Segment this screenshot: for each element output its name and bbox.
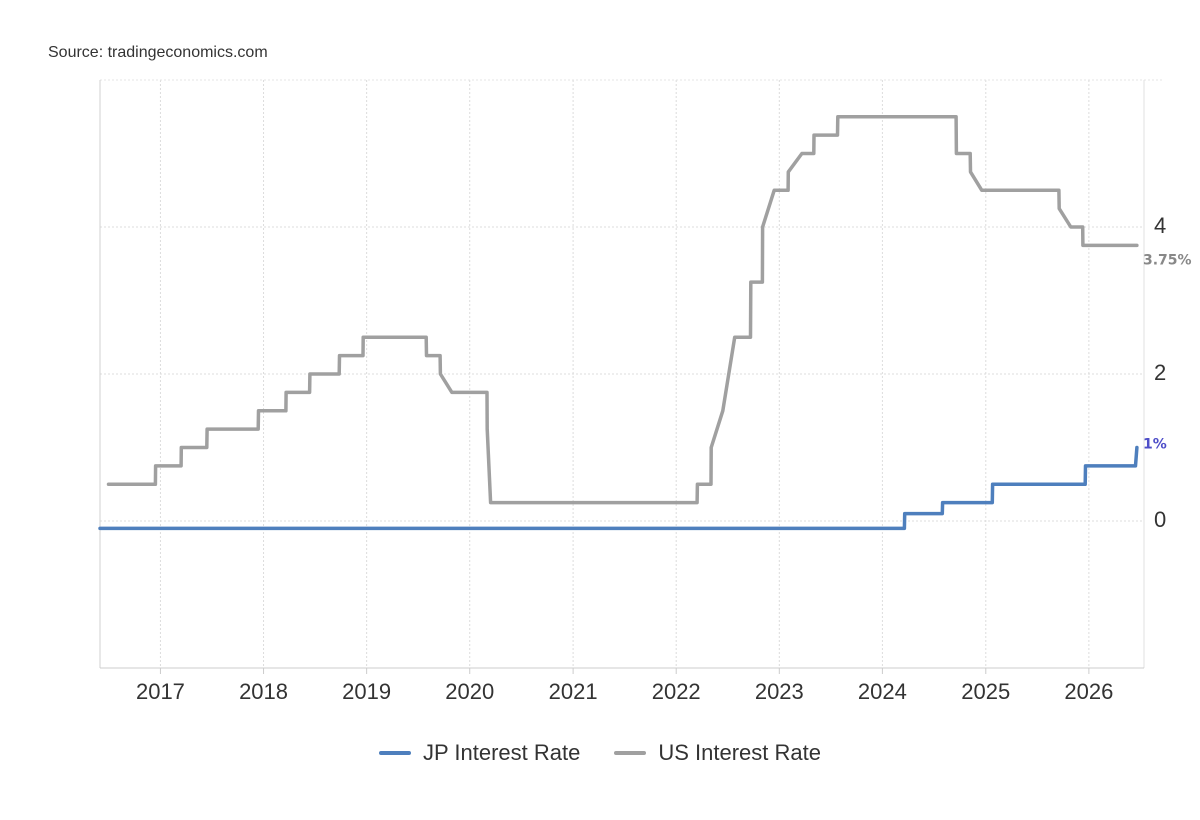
chart-legend: JP Interest Rate US Interest Rate [0, 740, 1200, 766]
x-tick-label-2025: 2025 [961, 679, 1010, 704]
x-tick-label-2024: 2024 [858, 679, 907, 704]
chart-series [98, 115, 1139, 531]
legend-item-us[interactable]: US Interest Rate [614, 740, 821, 766]
source-label: Source: tradingeconomics.com [48, 44, 268, 61]
x-tick-label-2020: 2020 [445, 679, 494, 704]
chart-grid [100, 79, 1164, 668]
chart-labels: 2017 2018 2019 2020 2021 2022 2023 2024 2025 2026… [136, 213, 1192, 704]
y-tick-label-0: 0 [1154, 507, 1166, 532]
legend-label-us: US Interest Rate [658, 740, 821, 765]
legend-swatch-us [614, 751, 647, 755]
x-tick-label-2022: 2022 [652, 679, 701, 704]
y-tick-label-2: 2 [1154, 360, 1166, 385]
end-label-jp: 1% [1143, 437, 1167, 453]
series-line-jp [98, 445, 1139, 531]
x-tick-label-2017: 2017 [136, 679, 185, 704]
legend-swatch-jp [379, 751, 411, 755]
x-tick-label-2023: 2023 [755, 679, 804, 704]
x-tick-label-2021: 2021 [549, 679, 598, 704]
y-tick-label-4: 4 [1154, 213, 1166, 238]
legend-item-jp[interactable]: JP Interest Rate [379, 740, 580, 766]
chart-axes [99, 80, 1145, 674]
x-tick-label-2019: 2019 [342, 679, 391, 704]
series-line-us [106, 115, 1139, 505]
legend-label-jp: JP Interest Rate [423, 740, 581, 765]
end-label-us: 3.75% [1143, 252, 1192, 268]
x-tick-label-2018: 2018 [239, 679, 288, 704]
x-tick-label-2026: 2026 [1064, 679, 1113, 704]
